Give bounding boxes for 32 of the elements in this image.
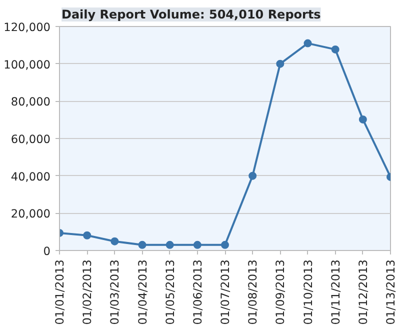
x-tick-label: 01/04/2013 — [135, 259, 150, 325]
point — [276, 60, 284, 68]
point — [331, 45, 340, 54]
x-tick-label: 01/03/2013 — [108, 259, 122, 325]
y-tick-label: 60,000 — [10, 132, 51, 146]
x-tick-label: 01/11/2013 — [328, 259, 342, 325]
y-tick-label: 20,000 — [10, 206, 51, 221]
y-tick-label: 100,000 — [4, 57, 51, 72]
y-tick-label: 80,000 — [10, 94, 51, 109]
point — [304, 39, 312, 48]
x-tick-label: 01/01/2013 — [52, 259, 66, 325]
point — [83, 231, 92, 240]
x-tick-label: 01/12/2013 — [356, 259, 370, 325]
point — [358, 115, 367, 124]
x-tick-label: 01/13/2013 — [384, 259, 398, 325]
y-tick-label: 120,000 — [4, 20, 51, 34]
point — [166, 240, 174, 249]
x-tick-label: 01/10/2013 — [300, 259, 315, 325]
x-tick-label: 01/06/2013 — [190, 259, 204, 325]
point — [193, 240, 202, 249]
x-tick-label: 01/05/2013 — [162, 259, 177, 325]
point — [110, 237, 119, 246]
x-tick-label: 01/08/2013 — [246, 259, 260, 325]
point — [221, 240, 229, 249]
chart-title: Daily Report Volume: 504,010 Reports — [62, 8, 321, 22]
x-tick-label: 01/09/2013 — [273, 259, 288, 325]
y-tick-label: 0 — [43, 244, 51, 258]
y-tick-label: 40,000 — [10, 169, 51, 184]
x-tick-label: 01/07/2013 — [218, 259, 232, 325]
point — [248, 172, 257, 180]
x-tick-label: 01/02/2013 — [80, 259, 94, 325]
point — [138, 240, 146, 249]
